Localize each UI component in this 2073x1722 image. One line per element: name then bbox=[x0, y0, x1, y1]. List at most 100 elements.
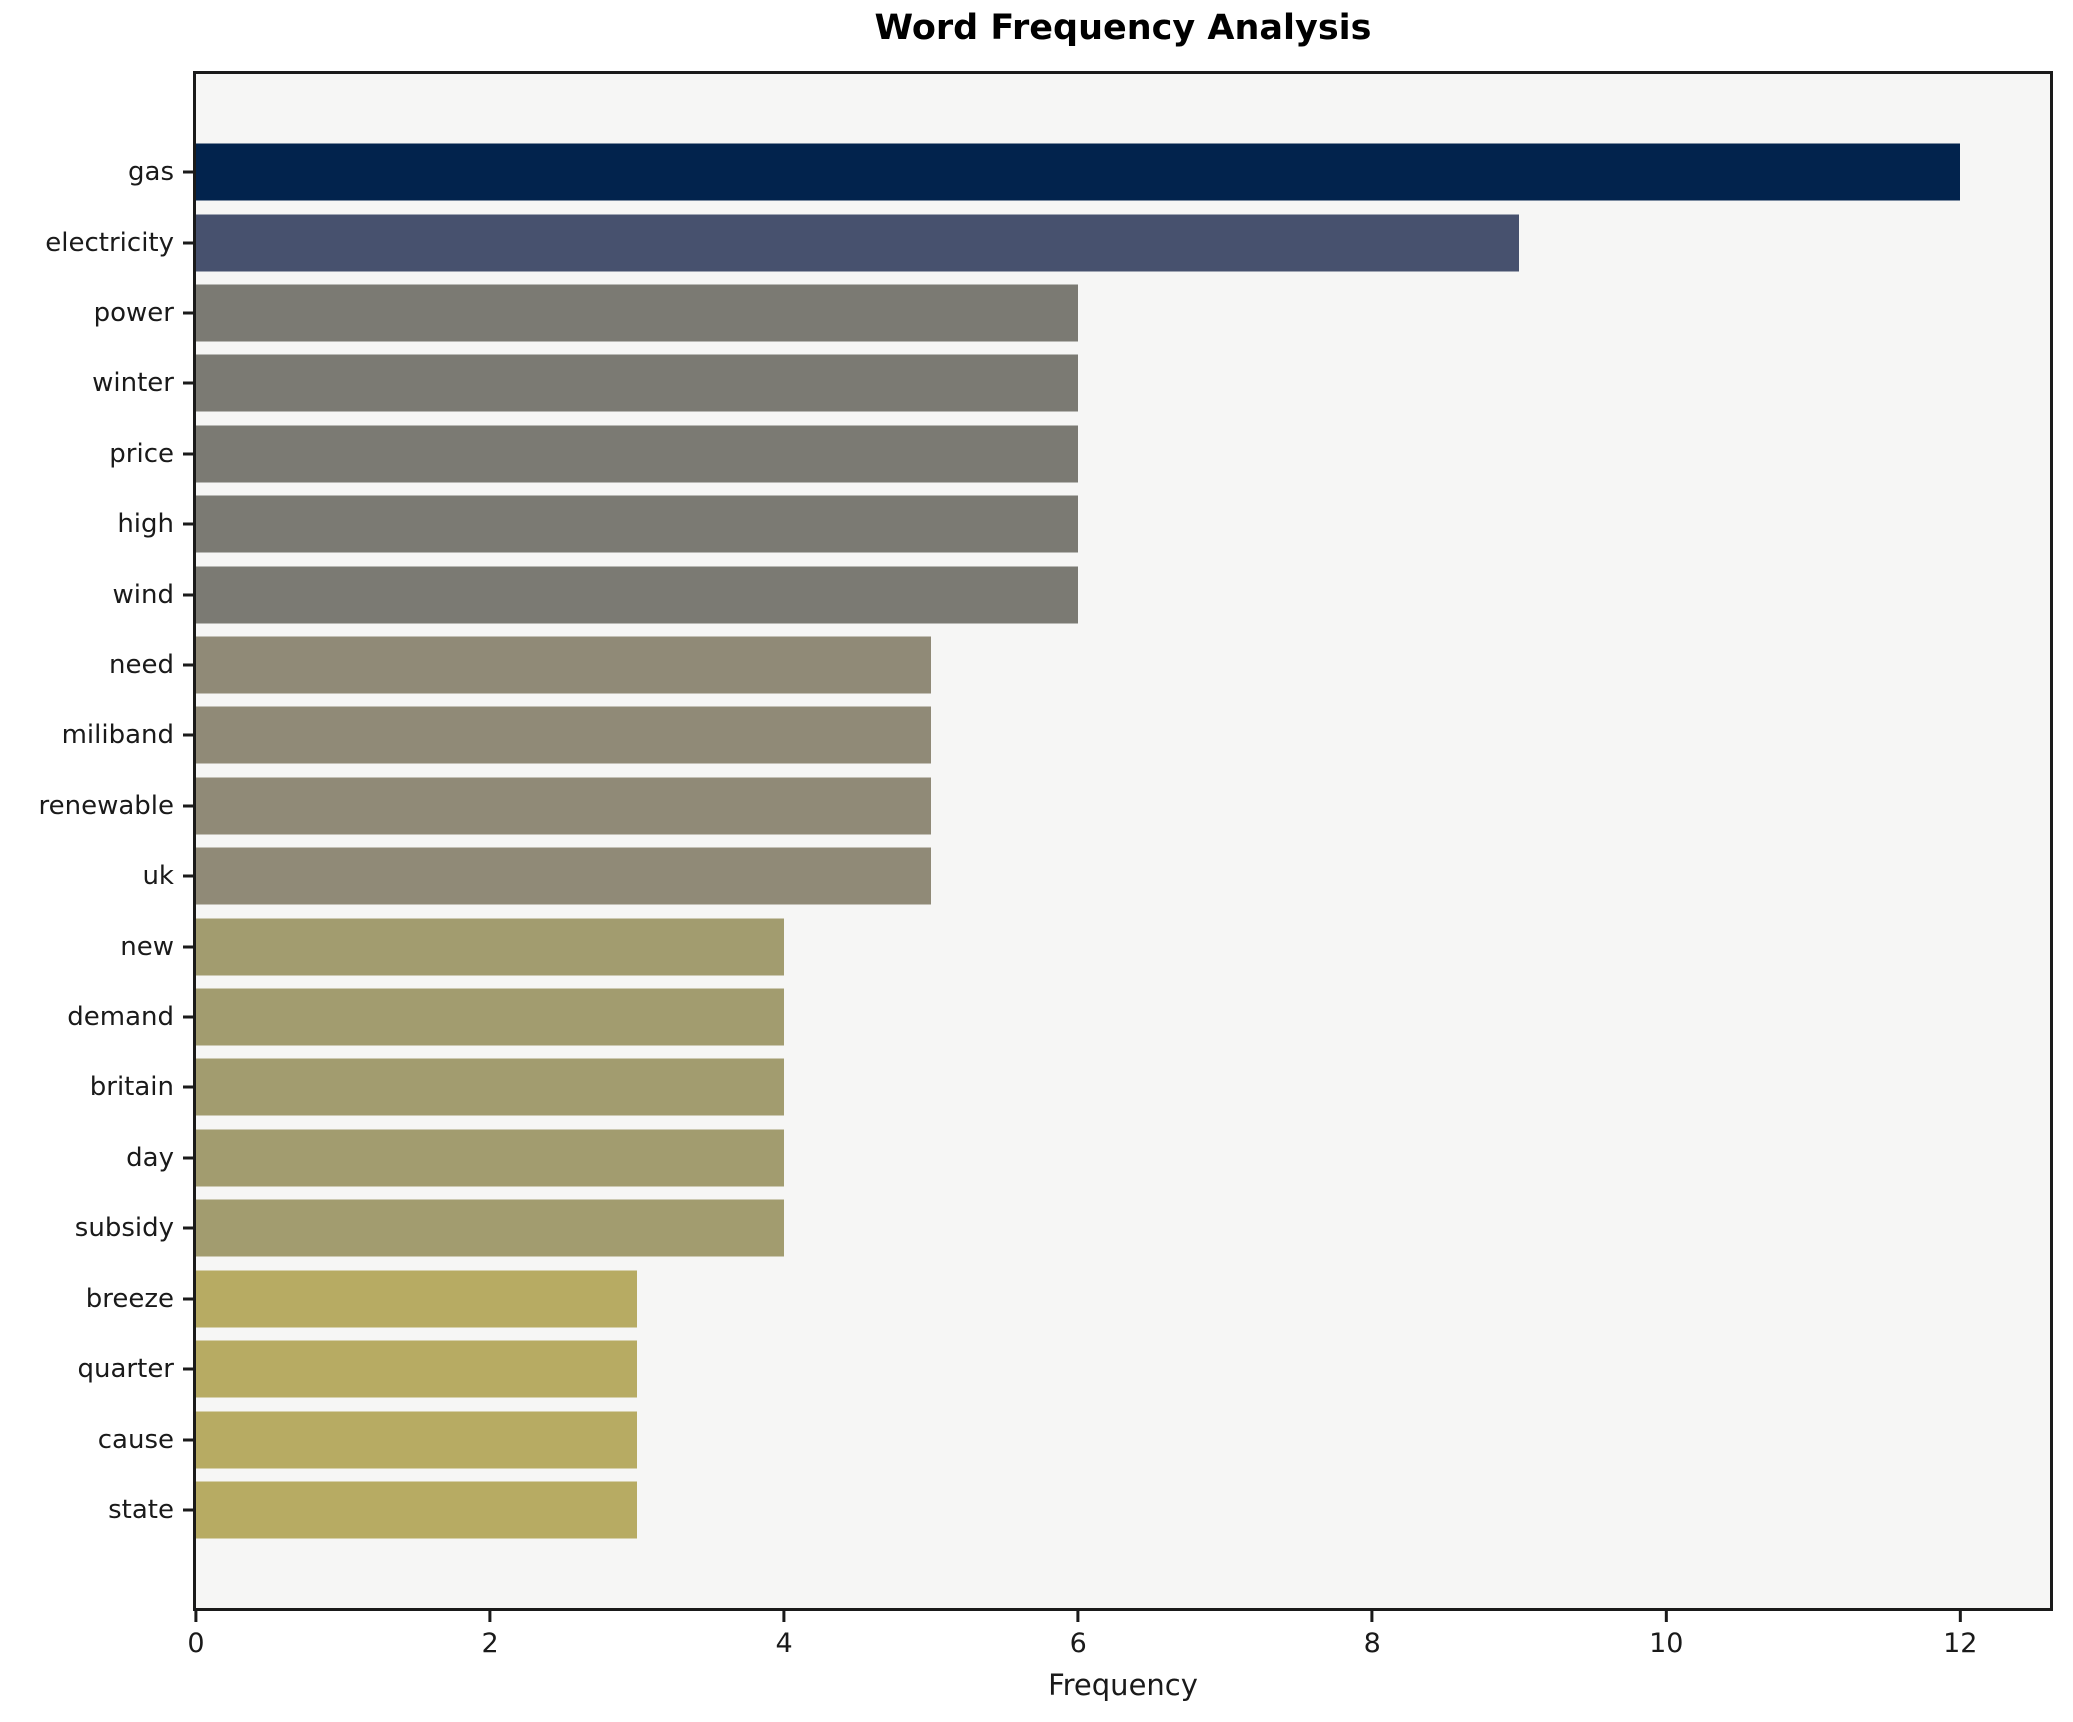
y-tick-label-wind: wind bbox=[112, 579, 174, 610]
y-tick-label-breeze: breeze bbox=[85, 1283, 174, 1314]
x-tick-label: 10 bbox=[1649, 1628, 1684, 1659]
bar-row: day bbox=[126, 1123, 2050, 1193]
x-tick-mark bbox=[1076, 1611, 1080, 1622]
y-tick-label-quarter: quarter bbox=[77, 1354, 174, 1385]
x-tick: 0 bbox=[187, 1608, 205, 1659]
bar-row: renewable bbox=[38, 771, 2050, 841]
x-tick-label: 2 bbox=[481, 1628, 499, 1659]
bar-wind bbox=[196, 566, 1079, 624]
bar-miliband bbox=[196, 706, 932, 764]
y-tick-mark bbox=[183, 1015, 193, 1019]
x-tick: 10 bbox=[1649, 1608, 1683, 1659]
bar-gas bbox=[196, 143, 1961, 201]
y-tick-mark bbox=[183, 381, 193, 385]
bar-demand bbox=[196, 988, 785, 1046]
x-tick: 4 bbox=[776, 1608, 793, 1659]
y-tick-label-gas: gas bbox=[128, 157, 174, 188]
bar-electricity bbox=[196, 214, 1520, 272]
bar-row: cause bbox=[98, 1404, 2050, 1474]
y-tick-label-subsidy: subsidy bbox=[74, 1213, 174, 1244]
y-tick-mark bbox=[183, 1297, 193, 1301]
bar-row: demand bbox=[67, 982, 2050, 1052]
x-tick: 2 bbox=[481, 1608, 499, 1659]
x-tick-mark bbox=[1958, 1611, 1962, 1622]
bar-row: uk bbox=[142, 841, 2050, 911]
x-tick-label: 12 bbox=[1943, 1628, 1978, 1659]
bar-britain bbox=[196, 1058, 785, 1116]
bar-row: breeze bbox=[86, 1264, 2050, 1334]
bar-row: power bbox=[94, 278, 2050, 348]
bar-row: high bbox=[117, 489, 2050, 559]
bar-row: miliband bbox=[62, 700, 2050, 770]
bar-renewable bbox=[196, 777, 932, 835]
y-tick-mark bbox=[183, 1438, 193, 1442]
y-tick-mark bbox=[183, 1508, 193, 1512]
y-tick-label-price: price bbox=[109, 438, 174, 469]
y-tick-label-britain: britain bbox=[89, 1072, 174, 1103]
x-tick-mark bbox=[782, 1611, 786, 1622]
bar-row: quarter bbox=[78, 1334, 2050, 1404]
y-tick-mark bbox=[183, 311, 193, 315]
bar-row: wind bbox=[113, 559, 2050, 629]
y-tick-mark bbox=[183, 733, 193, 737]
bar-quarter bbox=[196, 1340, 638, 1398]
bar-power bbox=[196, 284, 1079, 342]
bar-uk bbox=[196, 847, 932, 905]
y-tick-mark bbox=[183, 1226, 193, 1230]
bar-new bbox=[196, 918, 785, 976]
x-tick-mark bbox=[1664, 1611, 1668, 1622]
y-tick-mark bbox=[183, 241, 193, 245]
y-tick-label-day: day bbox=[126, 1142, 174, 1173]
x-tick-mark bbox=[1370, 1611, 1374, 1622]
y-tick-mark bbox=[183, 945, 193, 949]
y-tick-label-renewable: renewable bbox=[38, 790, 174, 821]
bar-row: britain bbox=[90, 1052, 2050, 1122]
bar-need bbox=[196, 636, 932, 694]
x-tick-mark bbox=[488, 1611, 492, 1622]
y-tick-label-power: power bbox=[93, 298, 174, 329]
y-tick-label-need: need bbox=[109, 650, 174, 681]
bar-high bbox=[196, 495, 1079, 553]
bar-row: state bbox=[108, 1475, 2050, 1545]
y-tick-label-electricity: electricity bbox=[45, 227, 174, 258]
bar-price bbox=[196, 425, 1079, 483]
y-tick-mark bbox=[183, 804, 193, 808]
x-tick: 6 bbox=[1070, 1608, 1087, 1659]
y-tick-mark bbox=[183, 170, 193, 174]
bar-row: electricity bbox=[45, 207, 2050, 277]
bar-row: price bbox=[109, 419, 2050, 489]
bar-row: new bbox=[120, 911, 2050, 981]
y-tick-mark bbox=[183, 452, 193, 456]
x-tick-label: 6 bbox=[1069, 1628, 1087, 1659]
bar-breeze bbox=[196, 1270, 638, 1328]
y-tick-label-demand: demand bbox=[67, 1002, 174, 1033]
bar-row: subsidy bbox=[75, 1193, 2050, 1263]
bar-state bbox=[196, 1481, 638, 1539]
x-tick-mark bbox=[194, 1611, 198, 1622]
plot-area: gas electricity power winter price high wind ne… bbox=[38, 71, 2053, 1659]
y-tick-label-winter: winter bbox=[92, 368, 174, 399]
x-tick-label: 0 bbox=[187, 1628, 205, 1659]
bar-cause bbox=[196, 1411, 638, 1469]
x-tick: 12 bbox=[1943, 1608, 1977, 1659]
y-tick-mark bbox=[183, 874, 193, 878]
x-tick-label: 4 bbox=[775, 1628, 793, 1659]
y-tick-mark bbox=[183, 593, 193, 597]
y-tick-label-state: state bbox=[108, 1494, 174, 1525]
y-tick-label-miliband: miliband bbox=[61, 720, 174, 751]
bar-day bbox=[196, 1129, 785, 1187]
bar-row: need bbox=[109, 630, 2050, 700]
y-tick-label-uk: uk bbox=[142, 861, 174, 892]
bar-row: gas bbox=[128, 137, 2050, 207]
y-tick-mark bbox=[183, 1156, 193, 1160]
y-tick-mark bbox=[183, 522, 193, 526]
bars-container: gas electricity power winter price high wind ne… bbox=[38, 74, 2050, 1608]
y-tick-label-new: new bbox=[120, 931, 174, 962]
x-tick-label: 8 bbox=[1363, 1628, 1381, 1659]
y-tick-label-high: high bbox=[117, 509, 174, 540]
bar-winter bbox=[196, 354, 1079, 412]
y-tick-mark bbox=[183, 1085, 193, 1089]
y-tick-mark bbox=[183, 1367, 193, 1371]
y-tick-label-cause: cause bbox=[97, 1424, 174, 1455]
